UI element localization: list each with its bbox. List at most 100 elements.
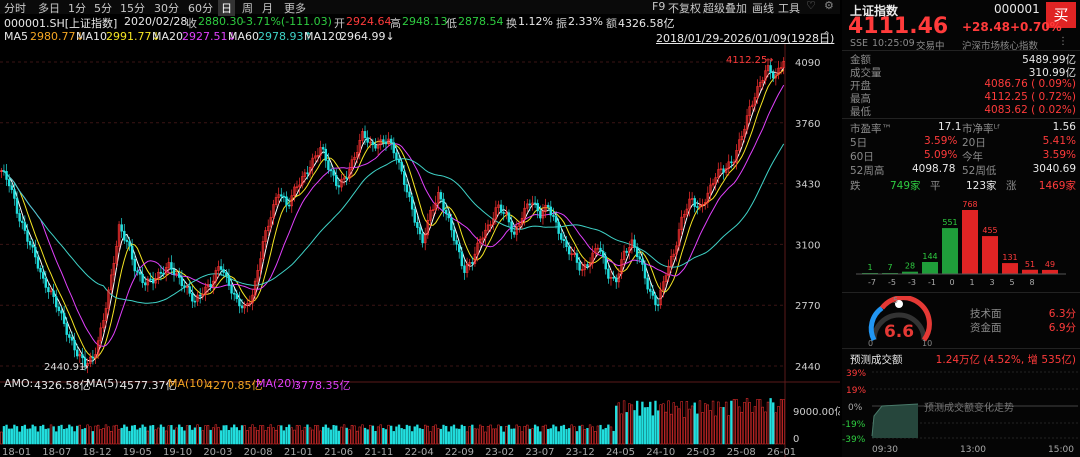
- volume-bar: [635, 400, 639, 445]
- volume-bar: [324, 424, 327, 445]
- settings-icon[interactable]: ⚙: [824, 0, 834, 12]
- volume-bar: [293, 429, 296, 445]
- pred-label: 预测成交额: [850, 354, 903, 366]
- volume-bar: [581, 424, 584, 445]
- volume-bar: [471, 424, 474, 445]
- volume-bar: [282, 430, 286, 445]
- w52h-label: 52周高: [850, 165, 885, 177]
- buy-button[interactable]: 买: [1046, 2, 1076, 28]
- volume-bar: [484, 431, 487, 445]
- volume-bar: [706, 404, 709, 445]
- candle-body: [646, 277, 649, 290]
- candle-body: [651, 291, 655, 296]
- candle-body: [290, 195, 293, 207]
- ma5-label: MA5: [4, 30, 29, 43]
- candle-body: [641, 258, 644, 265]
- candle-body: [635, 246, 639, 258]
- collapse-icon[interactable]: ⌃: [822, 29, 832, 42]
- volume-bar: [227, 430, 231, 445]
- tab-period-9[interactable]: 月: [262, 2, 273, 15]
- menu-icon[interactable]: ⋮: [1058, 36, 1068, 47]
- volume-bar: [316, 425, 320, 445]
- y-tick-label: 4090: [795, 58, 820, 69]
- candle-body: [515, 226, 519, 235]
- candle-body: [604, 256, 607, 270]
- volume-bar: [277, 425, 280, 445]
- tab-period-7-selected[interactable]: 日: [218, 0, 235, 16]
- pred-axis-3: -19%: [842, 420, 866, 430]
- volume-bar: [418, 428, 422, 445]
- tab-period-2[interactable]: 1分: [68, 2, 86, 15]
- tab-period-10[interactable]: 更多: [284, 2, 306, 15]
- tab-period-1[interactable]: 多日: [38, 2, 60, 15]
- candle-body: [578, 262, 581, 271]
- adjust-button[interactable]: 不复权: [668, 2, 701, 15]
- candle-body: [316, 154, 320, 157]
- candle-body: [772, 72, 775, 79]
- candle-body: [36, 256, 40, 269]
- volume-bar: [269, 424, 272, 445]
- candle-body: [13, 189, 16, 199]
- candle-body: [91, 356, 95, 359]
- volume-bar: [342, 424, 346, 445]
- tab-period-8[interactable]: 周: [242, 2, 253, 15]
- candle-body: [104, 308, 108, 321]
- turnover-label: 换: [506, 17, 517, 30]
- amount-value: 4326.58亿: [618, 17, 675, 30]
- candle-body: [512, 231, 516, 235]
- candle-body: [669, 256, 673, 267]
- tab-period-6[interactable]: 60分: [188, 2, 213, 15]
- price-chart[interactable]: 4090 3760 3430 3100 2770 2440 9000.00亿 0 18-01…: [0, 44, 840, 457]
- candle-body: [732, 161, 736, 164]
- date-range[interactable]: 2018/01/29-2026/01/09(1928日): [656, 32, 835, 45]
- volume-bar: [248, 427, 252, 445]
- candle-body: [596, 247, 600, 250]
- tools-button[interactable]: 工具: [778, 2, 800, 15]
- d5-label: 5日: [850, 137, 868, 149]
- quote-time: 10:25:09: [872, 38, 915, 49]
- volume-bar: [722, 407, 725, 445]
- candle-body: [198, 294, 202, 297]
- volume-bar: [272, 427, 275, 445]
- volume-bar: [371, 425, 375, 445]
- candle-body: [753, 97, 757, 106]
- candle-body: [403, 170, 406, 185]
- volume-bar: [89, 426, 92, 445]
- candle-body: [151, 278, 155, 284]
- candle-body: [269, 217, 273, 227]
- volume-bar: [764, 411, 767, 445]
- candle-body: [567, 246, 571, 255]
- volume-bar: [214, 424, 218, 445]
- candle-body: [109, 274, 113, 291]
- d60-value: 5.09%: [924, 149, 958, 161]
- heart-icon[interactable]: ♡: [806, 0, 816, 12]
- f9-button[interactable]: F9: [652, 0, 666, 13]
- amplitude-value: 2.33%: [568, 15, 603, 28]
- candle-body: [481, 237, 484, 240]
- candle-body: [654, 295, 657, 305]
- ma-legend-row: MA5 2980.77↓ MA10 2991.77↓ MA20 2927.51↓…: [0, 29, 840, 45]
- volume-bar: [178, 424, 181, 445]
- tab-period-5[interactable]: 30分: [154, 2, 179, 15]
- turnover-value: 1.12%: [518, 15, 553, 28]
- candle-body: [68, 334, 71, 338]
- candle-body: [471, 262, 474, 264]
- tab-period-3[interactable]: 5分: [94, 2, 112, 15]
- candle-body: [272, 204, 275, 218]
- x-tick-label: 23-07: [525, 447, 554, 457]
- draw-button[interactable]: 画线: [752, 2, 774, 15]
- tab-period-4[interactable]: 15分: [120, 2, 145, 15]
- candle-body: [120, 224, 123, 232]
- vol-ma10-value: 4270.85亿: [206, 379, 263, 392]
- tab-period-0[interactable]: 分时: [4, 2, 26, 15]
- price-axis: 4090 3760 3430 3100 2770 2440: [795, 58, 820, 373]
- volume-bar: [356, 430, 359, 445]
- candle-body: [0, 170, 3, 173]
- candle-body: [638, 256, 641, 260]
- volume-bar: [596, 425, 600, 445]
- candle-body: [533, 202, 537, 205]
- volume-bar: [196, 424, 199, 445]
- overlay-button[interactable]: 超级叠加: [703, 2, 747, 15]
- ma20-label: MA20: [152, 30, 184, 43]
- candle-body: [549, 206, 553, 216]
